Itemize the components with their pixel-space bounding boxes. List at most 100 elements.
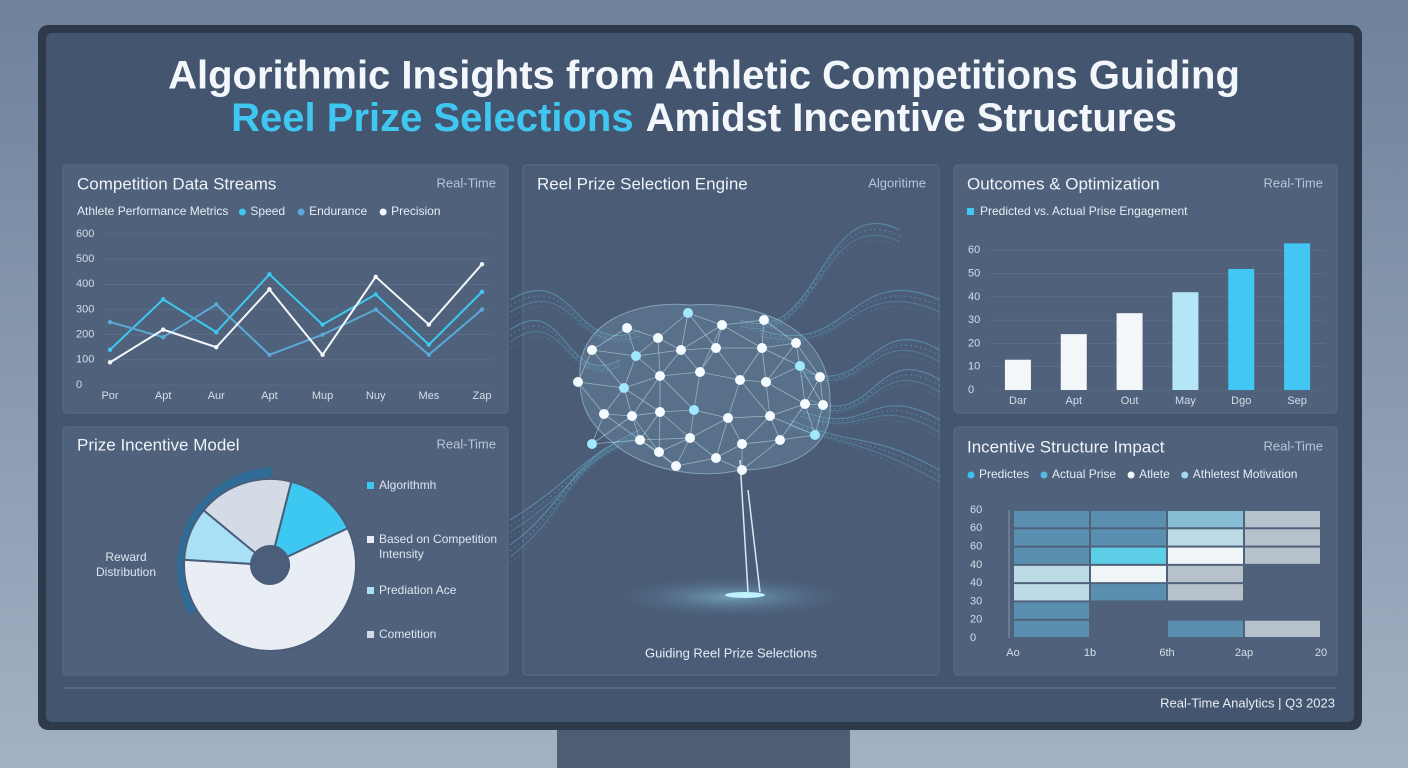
panel-badge: Real-Time [437, 436, 496, 451]
legend-swatch [379, 208, 387, 216]
network-link [689, 437, 717, 459]
legend-label: Based on Competition Intensity [379, 532, 498, 561]
x-tick-label: 20 [1315, 647, 1327, 659]
y-tick-label: 200 [76, 329, 94, 341]
network-link [631, 415, 660, 453]
network-link [591, 327, 628, 351]
network-link [715, 417, 729, 459]
data-flow [509, 439, 621, 546]
pie-label: Reward Distribution [95, 550, 157, 579]
legend-label: Endurance [309, 204, 367, 218]
network-node [655, 371, 665, 381]
pie-hole [251, 546, 289, 584]
network-link [591, 413, 605, 445]
line-point [107, 347, 113, 352]
network-node [775, 435, 785, 445]
network-node [711, 343, 721, 353]
title-highlight: Reel Prize Selections [231, 96, 633, 140]
data-flow [509, 319, 621, 367]
y-tick-label: 50 [968, 268, 980, 280]
heat-cell [1168, 511, 1243, 528]
network-link [721, 319, 765, 326]
network-link [675, 457, 717, 467]
network-link [765, 381, 806, 405]
x-tick-label: 2ap [1235, 647, 1253, 659]
title-rest: Amidst Incentive Structures [646, 96, 1177, 140]
network-link [623, 375, 661, 389]
network-link [635, 355, 661, 377]
network-node [622, 323, 632, 333]
legend-swatch [297, 208, 305, 216]
network-link [727, 415, 771, 419]
heat-cell [1014, 529, 1089, 546]
data-flow [509, 289, 641, 337]
network-node [717, 320, 727, 330]
network-link [763, 319, 797, 344]
y-tick-label: 20 [970, 614, 982, 626]
bar [1228, 268, 1255, 390]
panel-title: Outcomes & Optimization [967, 174, 1160, 193]
network-link [715, 347, 741, 381]
data-flow [789, 428, 941, 489]
legend-swatch [367, 587, 374, 594]
line-point [426, 342, 432, 347]
data-flow [509, 330, 621, 371]
network-link [626, 327, 659, 339]
x-tick-label: Dgo [1231, 395, 1251, 407]
network-link [765, 381, 771, 417]
heat-cell [1091, 511, 1166, 528]
line-point [160, 297, 166, 302]
network-node [627, 411, 637, 421]
network-link [687, 312, 723, 326]
network-link [623, 355, 637, 389]
title-line1: Algorithmic Insights from Athletic Compe… [168, 54, 1240, 98]
data-flow [739, 228, 901, 327]
data-flow [799, 344, 941, 379]
legend-swatch [967, 208, 974, 215]
heat-cell [1168, 584, 1243, 601]
network-link [591, 349, 625, 389]
legend-label: Speed [250, 204, 285, 218]
network-link [693, 409, 729, 419]
network-link [577, 381, 625, 389]
data-flow [509, 306, 641, 344]
panel-title: Prize Incentive Model [77, 435, 240, 454]
line-point [373, 307, 378, 312]
data-flow [509, 435, 641, 533]
network-node [818, 400, 828, 410]
stem [747, 489, 761, 593]
network-link [591, 439, 641, 445]
network-link [779, 403, 806, 441]
legend-label: Predictes [979, 467, 1029, 481]
y-tick-label: 40 [970, 577, 982, 589]
data-flow [799, 418, 941, 439]
x-tick-label: Mup [312, 390, 333, 402]
line-point [267, 287, 272, 292]
line-point [320, 332, 325, 337]
data-flow [809, 368, 941, 407]
heat-cell [1168, 547, 1243, 564]
line-series [109, 263, 483, 364]
line-point [160, 334, 166, 340]
network-node [761, 377, 771, 387]
network-node [800, 399, 810, 409]
data-flow [509, 325, 621, 369]
legend-swatch [238, 208, 246, 216]
bar [1060, 334, 1087, 390]
network-node [587, 439, 597, 449]
network-link [765, 342, 797, 383]
network-link [739, 379, 771, 417]
legend-swatch [367, 631, 374, 638]
data-flow [739, 240, 901, 332]
legend-label: Precision [391, 204, 440, 218]
network-node [723, 413, 733, 423]
heat-cell [1091, 529, 1166, 546]
y-tick-label: 30 [970, 595, 982, 607]
data-flow [509, 300, 641, 341]
data-flow [799, 410, 941, 427]
data-flow [809, 379, 941, 412]
x-tick-label: Ao [1006, 647, 1019, 659]
heat-cell [1014, 602, 1089, 619]
network-link [804, 376, 821, 405]
network-link [779, 434, 816, 441]
